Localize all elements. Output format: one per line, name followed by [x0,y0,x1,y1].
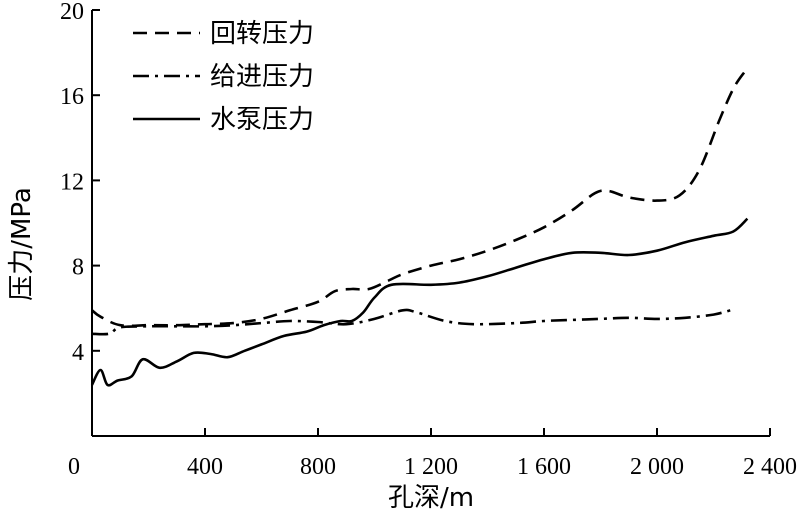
y-tick-label: 4 [72,340,84,366]
tick-labels: 0 400 800 1 200 1 600 2 000 2 400 4 8 12 16 20 [60,0,797,480]
x-axis-label: 孔深/m [388,483,474,513]
series-line-1 [91,71,746,328]
legend-label-1: 回转压力 [210,19,314,49]
series-group [90,71,749,387]
y-tick-label: 8 [72,255,84,281]
y-axis-label: 压力/MPa [7,187,37,301]
axes [91,10,770,437]
legend-label-3: 水泵压力 [210,105,314,135]
legend-label-2: 给进压力 [210,62,314,92]
x-tick-label: 2 400 [743,454,797,480]
ticks [92,9,771,436]
x-tick-label: 800 [300,454,336,480]
y-tick-label: 12 [60,169,84,195]
series-line-2 [91,308,731,336]
series-line-3 [90,217,749,387]
y-tick-label: 20 [60,0,84,25]
x-tick-label: 1 600 [517,454,571,480]
x-tick-label: 2 000 [630,454,684,480]
x-tick-label: 0 [68,454,80,480]
x-tick-label: 400 [187,454,223,480]
x-tick-label: 1 200 [404,454,458,480]
y-tick-label: 16 [60,84,84,110]
